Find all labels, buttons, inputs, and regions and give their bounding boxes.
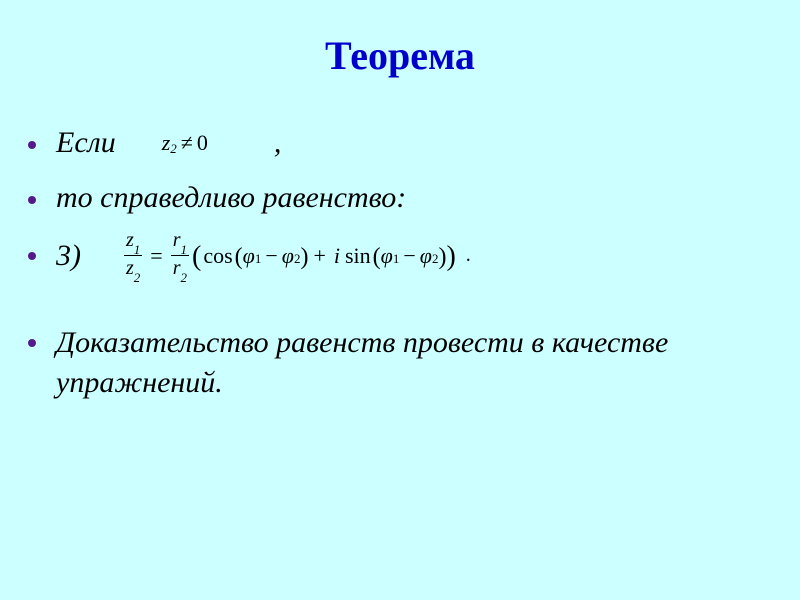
bullet-dot-icon <box>28 252 36 260</box>
item-label: 3) <box>56 239 81 273</box>
proof-text: Доказательство равенств провести в качес… <box>56 323 770 404</box>
bullet-formula: 3) z1 z2 = r1 r2 ( cos ( φ1 − φ2 ) + i s… <box>0 229 800 283</box>
bullet-dot-icon <box>28 196 36 204</box>
bullet-proof: Доказательство равенств провести в качес… <box>0 323 800 404</box>
bullet-if: Если z2 ≠ 0 , <box>0 119 800 167</box>
then-text: то справедливо равенство: <box>56 181 406 215</box>
formula-period: . <box>466 244 471 267</box>
comma: , <box>274 126 282 160</box>
slide-title: Теорема <box>0 32 800 79</box>
if-word: Если <box>56 126 116 160</box>
condition-math: z2 ≠ 0 <box>162 130 208 156</box>
division-formula: z1 z2 = r1 r2 ( cos ( φ1 − φ2 ) + i sin … <box>121 229 471 283</box>
rhs-fraction: r1 r2 <box>171 229 189 283</box>
bullet-then: то справедливо равенство: <box>0 181 800 215</box>
lhs-fraction: z1 z2 <box>124 229 142 283</box>
bullet-dot-icon <box>28 141 36 149</box>
slide-content: Если z2 ≠ 0 , то справедливо равенство: … <box>0 119 800 404</box>
bullet-dot-icon <box>28 339 36 347</box>
